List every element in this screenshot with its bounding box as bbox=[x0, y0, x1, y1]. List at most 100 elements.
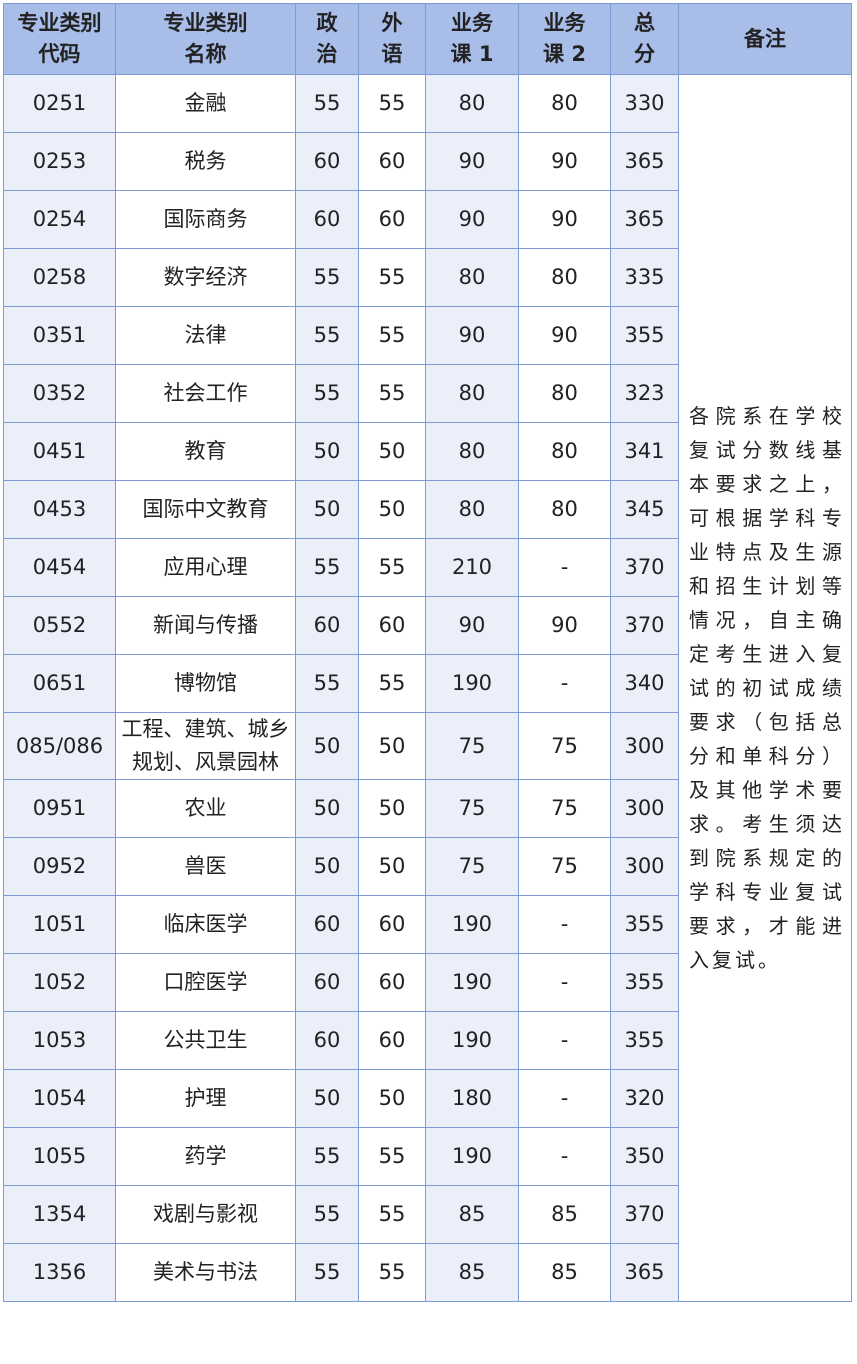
score-cell: 80 bbox=[518, 422, 611, 481]
table-row: 1052 口腔医学 60 60 190-355 bbox=[3, 953, 852, 1012]
score-cell: 370 bbox=[610, 538, 679, 597]
score-cell: 75 bbox=[518, 712, 611, 780]
score-cell: 80 bbox=[425, 480, 519, 539]
score-cell: 365 bbox=[610, 190, 679, 249]
table-row: 0351 法律 55 55 90 90 355 bbox=[3, 306, 852, 365]
score-cell: 370 bbox=[610, 1185, 679, 1244]
code-cell: 1051 bbox=[3, 895, 116, 954]
score-cell: 345 bbox=[610, 480, 679, 539]
header-line: 业务 bbox=[451, 11, 493, 35]
score-cell: 320 bbox=[610, 1069, 679, 1128]
header-cell: 专业类别 代码 bbox=[3, 3, 116, 75]
score-cell: 90 bbox=[425, 132, 519, 191]
score-cell: 300 bbox=[610, 837, 679, 896]
table-row: 0552 新闻与传播 60 60 90 90 370 bbox=[3, 596, 852, 655]
header-line: 总 bbox=[634, 11, 655, 35]
score-cell: 365 bbox=[610, 1243, 679, 1302]
name-cell: 护理 bbox=[115, 1069, 296, 1128]
score-cell: 50 bbox=[295, 422, 359, 481]
score-cell: 300 bbox=[610, 712, 679, 780]
name-cell: 博物馆 bbox=[115, 654, 296, 713]
name-cell: 公共卫生 bbox=[115, 1011, 296, 1070]
header-line: 备注 bbox=[744, 26, 786, 51]
code-cell: 0451 bbox=[3, 422, 116, 481]
score-cell: 90 bbox=[518, 132, 611, 191]
code-cell: 0253 bbox=[3, 132, 116, 191]
score-cell: 365 bbox=[610, 132, 679, 191]
score-cell: 90 bbox=[425, 190, 519, 249]
score-cell: 60 bbox=[295, 953, 359, 1012]
score-cell: 341 bbox=[610, 422, 679, 481]
score-cell: 55 bbox=[358, 654, 426, 713]
code-cell: 0651 bbox=[3, 654, 116, 713]
score-cell: 90 bbox=[518, 306, 611, 365]
code-cell: 0952 bbox=[3, 837, 116, 896]
score-cell: 85 bbox=[425, 1243, 519, 1302]
name-cell: 兽医 bbox=[115, 837, 296, 896]
name-cell: 应用心理 bbox=[115, 538, 296, 597]
score-cell: 50 bbox=[295, 480, 359, 539]
score-cell: 55 bbox=[295, 538, 359, 597]
score-cell: 190 bbox=[425, 1127, 519, 1186]
header-cell: 政治 bbox=[295, 3, 359, 75]
code-cell: 0951 bbox=[3, 779, 116, 838]
score-cell: 55 bbox=[358, 1243, 426, 1302]
score-cell: 60 bbox=[358, 953, 426, 1012]
table-row: 0453 国际中文教育 50 50 80 80 345 bbox=[3, 480, 852, 539]
score-cell: 60 bbox=[295, 132, 359, 191]
score-cell: 335 bbox=[610, 248, 679, 307]
score-cell: 55 bbox=[358, 306, 426, 365]
name-cell: 税务 bbox=[115, 132, 296, 191]
score-cell: 50 bbox=[358, 480, 426, 539]
score-cell: 355 bbox=[610, 1011, 679, 1070]
header-line: 业务 bbox=[543, 11, 586, 35]
header-cell: 业务课 2 bbox=[518, 3, 611, 75]
code-cell: 1356 bbox=[3, 1243, 116, 1302]
score-cell: 75 bbox=[425, 712, 519, 780]
score-cell: - bbox=[518, 895, 611, 954]
score-cell: 55 bbox=[295, 1127, 359, 1186]
code-cell: 1053 bbox=[3, 1011, 116, 1070]
score-cell: 210 bbox=[425, 538, 519, 597]
score-cell: 80 bbox=[518, 248, 611, 307]
header-line: 外 bbox=[381, 11, 403, 35]
score-cell: 55 bbox=[295, 1243, 359, 1302]
name-cell: 美术与书法 bbox=[115, 1243, 296, 1302]
header-line: 专业类别 bbox=[163, 11, 248, 35]
score-cell: 350 bbox=[610, 1127, 679, 1186]
name-cell: 临床医学 bbox=[115, 895, 296, 954]
score-cell: - bbox=[518, 1127, 611, 1186]
score-cell: 55 bbox=[358, 1127, 426, 1186]
table-row: 1053 公共卫生 60 60 190-355 bbox=[3, 1011, 852, 1070]
score-cell: - bbox=[518, 538, 611, 597]
name-cell: 金融 bbox=[115, 74, 296, 133]
name-cell: 数字经济 bbox=[115, 248, 296, 307]
table-row: 0454 应用心理 55 55 210-370 bbox=[3, 538, 852, 597]
score-cell: 90 bbox=[425, 306, 519, 365]
code-cell: 1354 bbox=[3, 1185, 116, 1244]
score-cell: 75 bbox=[518, 837, 611, 896]
table-row: 0251 金融 55 55 80 80 330 各院系在学校复试分数线基本要求之上，可根据学科… bbox=[3, 74, 852, 1302]
score-cell: 370 bbox=[610, 596, 679, 655]
score-cell: 190 bbox=[425, 1011, 519, 1070]
score-cell: 55 bbox=[358, 538, 426, 597]
code-cell: 1054 bbox=[3, 1069, 116, 1128]
name-cell: 药学 bbox=[115, 1127, 296, 1186]
table-row: 1051 临床医学 60 60 190-355 bbox=[3, 895, 852, 954]
score-cell: 55 bbox=[358, 364, 426, 423]
code-cell: 1055 bbox=[3, 1127, 116, 1186]
score-cell: 80 bbox=[518, 74, 611, 133]
score-cell: 55 bbox=[295, 74, 359, 133]
score-cell: 50 bbox=[358, 1069, 426, 1128]
score-cell: 55 bbox=[358, 248, 426, 307]
score-cell: 85 bbox=[518, 1185, 611, 1244]
score-cell: 90 bbox=[425, 596, 519, 655]
header-cell: 业务课 1 bbox=[425, 3, 519, 75]
score-cell: 190 bbox=[425, 654, 519, 713]
score-cell: 50 bbox=[358, 779, 426, 838]
table-row: 0451 教育 50 50 80 80 341 bbox=[3, 422, 852, 481]
table-row: 1354 戏剧与影视 55 55 85 85 370 bbox=[3, 1185, 852, 1244]
score-cell: 50 bbox=[358, 837, 426, 896]
score-cell: 50 bbox=[295, 779, 359, 838]
name-cell: 农业 bbox=[115, 779, 296, 838]
